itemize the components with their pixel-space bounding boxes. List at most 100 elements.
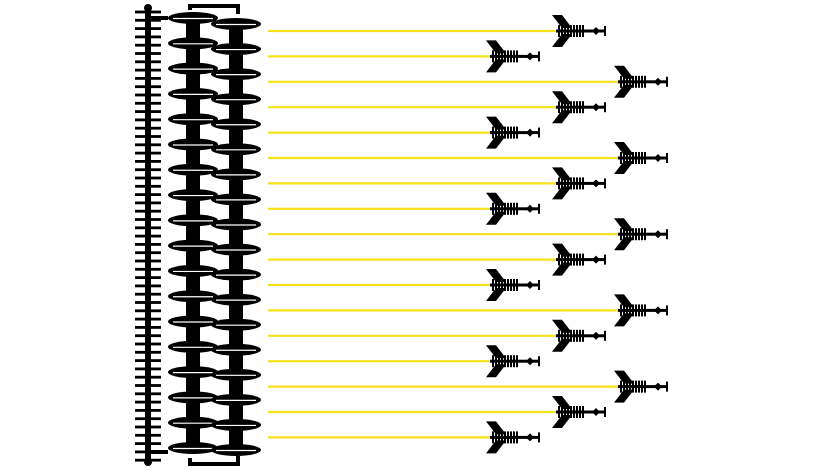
- arrow-barb: [507, 355, 509, 368]
- arrow-barb: [510, 355, 512, 368]
- spine-tick: [135, 375, 161, 379]
- arrow-barb: [561, 253, 563, 266]
- arrow-barb: [492, 126, 494, 139]
- arrow-barb: [501, 279, 503, 291]
- arrow-barb: [620, 152, 622, 164]
- arrow-barb: [576, 253, 578, 266]
- arrow-barb: [561, 25, 563, 37]
- arrow-fletch-top: [614, 294, 634, 308]
- spine-tick: [135, 384, 161, 387]
- arrow-barb: [507, 431, 509, 444]
- arrow-fletch-top: [486, 269, 506, 282]
- arrow-barb: [498, 355, 500, 368]
- arrow-barb: [582, 329, 584, 342]
- arrow-end-post: [604, 178, 606, 189]
- arrow-barb: [567, 329, 569, 342]
- spine-tick: [135, 309, 161, 313]
- arrow-fletch-top: [552, 91, 572, 105]
- arrow-barb: [492, 355, 494, 368]
- arrow-barb: [516, 431, 518, 444]
- arrow-barb: [573, 25, 575, 37]
- spine-tick: [135, 392, 161, 396]
- arrow-barb: [501, 50, 503, 63]
- arrow-barb: [516, 50, 518, 63]
- arrow-fletch-bottom: [614, 313, 634, 327]
- arrow-barb: [516, 279, 518, 291]
- arrow-barb: [620, 228, 622, 241]
- arrow-end-post: [604, 407, 606, 417]
- spine-tick: [135, 359, 161, 362]
- arrow-barb: [564, 406, 566, 418]
- spine-tick: [135, 126, 161, 130]
- arrow-barb: [507, 279, 509, 291]
- arrow-barb: [579, 101, 581, 114]
- arrow-diamond: [526, 281, 534, 289]
- spine-tick: [135, 151, 161, 155]
- arrow-fletch-bottom: [486, 59, 506, 73]
- arrow-barb: [573, 406, 575, 418]
- arrow-end-post: [538, 356, 540, 367]
- arrow-barb: [564, 253, 566, 266]
- chevron-arrow: [552, 15, 606, 47]
- arrow-fletch-bottom: [486, 135, 506, 149]
- arrow-end-post: [538, 280, 540, 290]
- spine-tick: [135, 35, 161, 39]
- spine-tick: [135, 433, 161, 437]
- arrow-barb: [501, 126, 503, 139]
- stack-left-column: [186, 18, 200, 448]
- arrow-barb: [504, 50, 506, 63]
- arrow-barb: [510, 50, 512, 63]
- arrow-barb: [504, 126, 506, 139]
- arrow-barb: [620, 304, 622, 317]
- stack-right-column: [229, 24, 243, 450]
- arrow-barb: [567, 177, 569, 190]
- arrow-barb: [510, 202, 512, 215]
- chevron-arrow: [614, 65, 668, 98]
- arrow-barb: [576, 25, 578, 37]
- arrow-barb: [513, 279, 515, 291]
- arrow-barb: [513, 50, 515, 63]
- arrow-fletch-bottom: [614, 237, 634, 251]
- arrow-end-post: [538, 51, 540, 62]
- arrow-fletch-top: [614, 65, 634, 79]
- arrow-end-post: [604, 26, 606, 36]
- arrow-barb: [495, 202, 497, 215]
- arrow-barb: [641, 152, 643, 164]
- arrow-barb: [498, 50, 500, 63]
- arrow-fletch-bottom: [552, 415, 572, 428]
- arrow-barb: [623, 152, 625, 164]
- arrow-barb: [564, 177, 566, 190]
- arrow-barb: [507, 126, 509, 139]
- arrow-barb: [632, 304, 634, 317]
- arrow-end-post: [666, 76, 668, 87]
- arrow-barb: [638, 304, 640, 317]
- stack-bracket-bottom: [188, 456, 240, 466]
- arrow-barb: [626, 380, 628, 393]
- spine-tick: [135, 209, 161, 213]
- spine-tick: [135, 135, 161, 138]
- arrow-fletch-bottom: [552, 186, 572, 200]
- arrow-barb: [558, 101, 560, 114]
- spine-tick: [135, 243, 161, 246]
- arrow-barb: [626, 152, 628, 164]
- arrow-barb: [495, 355, 497, 368]
- arrow-barb: [644, 304, 646, 317]
- arrow-barb: [641, 304, 643, 317]
- spine-tick: [135, 417, 161, 421]
- arrow-barb: [570, 101, 572, 114]
- arrow-barb: [579, 329, 581, 342]
- arrow-barb: [570, 25, 572, 37]
- arrow-end-post: [666, 305, 668, 316]
- arrow-barb: [626, 304, 628, 317]
- arrow-barb: [495, 50, 497, 63]
- arrow-barb: [641, 228, 643, 241]
- spine-tick: [135, 267, 161, 271]
- arrow-fletch-top: [552, 396, 572, 409]
- chevron-arrow: [614, 370, 668, 403]
- arrow-barb: [635, 380, 637, 393]
- arrow-barb: [570, 406, 572, 418]
- spine-tick: [135, 201, 161, 205]
- arrow-barb: [629, 228, 631, 241]
- arrow-end-post: [538, 203, 540, 214]
